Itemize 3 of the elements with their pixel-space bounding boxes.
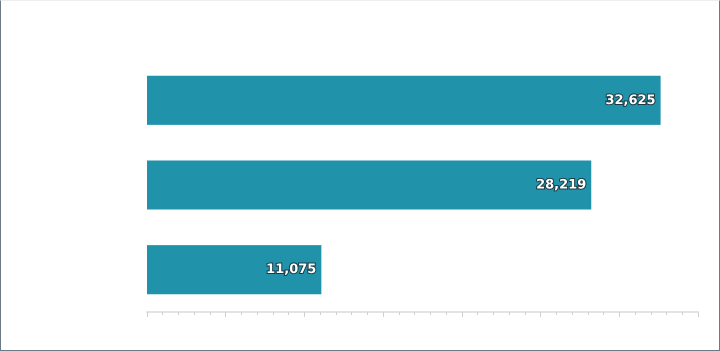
data-label: 11,075	[266, 262, 316, 278]
data-label: 28,219	[536, 178, 586, 192]
data-label: 32,625	[605, 92, 656, 108]
